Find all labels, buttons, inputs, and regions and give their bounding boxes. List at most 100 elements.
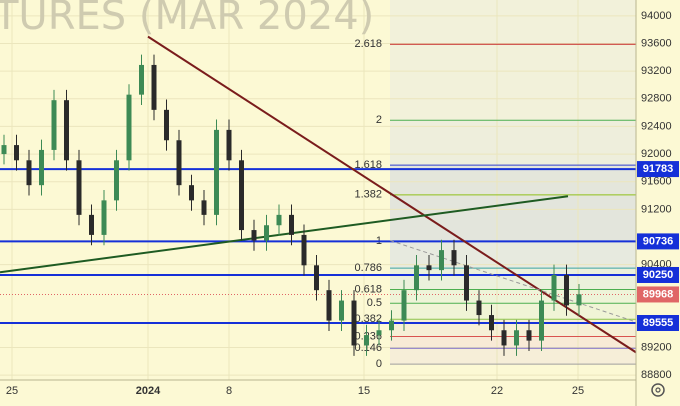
candle-body [51, 100, 57, 150]
settings-button[interactable] [651, 383, 665, 397]
y-tick-label: 93200 [641, 65, 672, 77]
price-box [637, 233, 679, 250]
candle-body [114, 160, 119, 201]
fib-label: 0.786 [354, 262, 382, 274]
fib-zone [390, 120, 636, 166]
fib-zone [390, 336, 636, 349]
candle-body [251, 230, 257, 241]
candle-body [64, 100, 69, 161]
fib-zone [390, 165, 636, 195]
candle-body [364, 335, 369, 346]
candle-body [326, 290, 332, 321]
fib-zone [390, 0, 636, 121]
fib-zone [390, 348, 636, 365]
candle-body [1, 145, 7, 155]
fib-zone [390, 241, 636, 269]
candle-body [226, 129, 232, 161]
trendline [389, 239, 636, 323]
candle-body [426, 265, 432, 271]
candle-body [551, 274, 557, 301]
candle-body [264, 225, 269, 241]
candle-body [439, 250, 444, 271]
price-box-label: 89968 [643, 288, 674, 300]
fib-label: 0.618 [354, 283, 382, 295]
x-tick-label: 8 [226, 385, 232, 397]
candle-body [526, 330, 532, 341]
fib-label: 1.382 [354, 189, 382, 201]
candle-body [164, 109, 169, 141]
price-box [637, 286, 679, 303]
y-tick-label: 92800 [641, 93, 672, 105]
price-box-label: 91783 [643, 163, 674, 175]
candle-body [501, 330, 507, 346]
x-tick-label: 2024 [136, 385, 161, 397]
y-tick-label: 93600 [641, 37, 672, 49]
price-box [637, 266, 679, 283]
y-tick-label: 91200 [641, 203, 672, 215]
candle-body [239, 160, 244, 231]
settings-icon-core[interactable] [655, 387, 661, 393]
candle-body [301, 234, 307, 266]
price-box-label: 89555 [643, 317, 674, 329]
candle-body [214, 129, 219, 215]
candle-body [476, 300, 482, 316]
candle-body [464, 265, 469, 301]
candle-body [314, 265, 319, 291]
y-tick-label: 92000 [641, 148, 672, 160]
fib-zone [390, 289, 636, 304]
candle-body [339, 300, 344, 321]
grid [0, 0, 636, 380]
candle-body [151, 64, 157, 110]
candle-body [39, 149, 44, 186]
y-tick-label: 89200 [641, 341, 672, 353]
plot: 2.61821.6181.38210.7860.6180.50.3820.236… [0, 35, 636, 370]
price-box-label: 90736 [643, 235, 674, 247]
y-tick-label: 94000 [641, 10, 672, 22]
candle-body [76, 160, 82, 215]
fib-zone [390, 194, 636, 242]
candle-body [189, 185, 194, 201]
candle-body [539, 300, 544, 341]
candle-body [126, 94, 132, 161]
y-tick-label: 91600 [641, 176, 672, 188]
fib-label: 2.618 [354, 38, 382, 50]
x-tick-label: 22 [491, 385, 503, 397]
x-tick-label: 15 [358, 385, 370, 397]
candle-body [89, 214, 94, 235]
candle-body [389, 320, 394, 331]
fib-zone [390, 268, 636, 290]
candle-body [351, 300, 357, 346]
fib-zone [390, 303, 636, 320]
price-box [637, 161, 679, 178]
x-tick-label: 25 [6, 385, 18, 397]
axes: 8880089200904009120091600920009240092800… [6, 10, 679, 397]
candle-body [289, 214, 294, 235]
candle-body [564, 274, 569, 306]
candle-body [201, 200, 207, 215]
fib-label: 0.5 [367, 297, 382, 309]
y-tick-label: 92400 [641, 120, 672, 132]
candle-body [176, 140, 182, 186]
candle-body [576, 294, 582, 306]
candle-body [276, 214, 282, 226]
candle-body [514, 330, 519, 346]
candle-body [451, 250, 457, 266]
plot-background [390, 0, 636, 365]
price-box [637, 315, 679, 331]
settings-icon[interactable] [651, 383, 665, 397]
x-tick-label: 25 [572, 385, 584, 397]
trendline [0, 195, 569, 274]
fib-label: 2 [376, 114, 382, 126]
candle-body [101, 200, 107, 235]
candle-body [489, 315, 494, 331]
candle-body [26, 160, 32, 186]
fib-label: 0.146 [354, 342, 382, 354]
candle-body [139, 64, 144, 95]
y-tick-label: 88800 [641, 369, 672, 381]
candle-body [376, 330, 382, 336]
candle-body [401, 290, 407, 321]
price-box-label: 90250 [643, 269, 674, 281]
fib-label: 1.618 [354, 159, 382, 171]
candle-body [14, 145, 19, 161]
